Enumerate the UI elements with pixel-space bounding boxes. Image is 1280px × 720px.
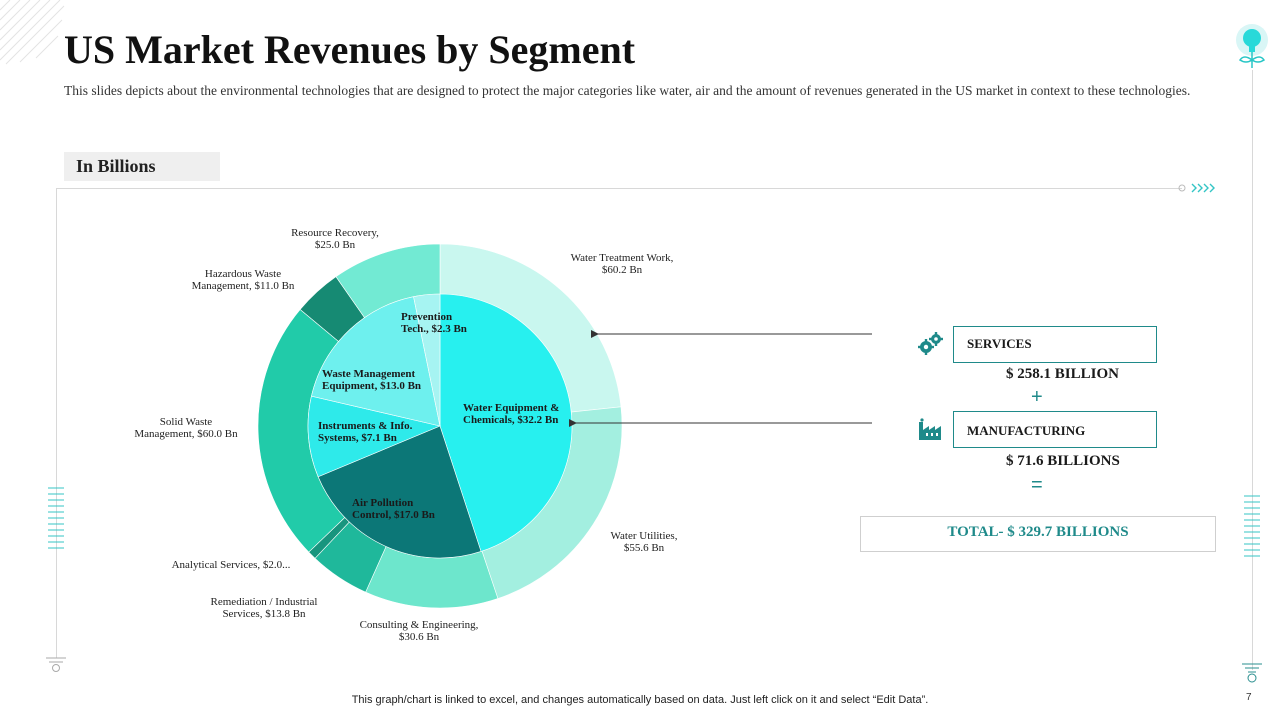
page-number: 7: [1246, 692, 1252, 703]
chart-left-rule: [56, 188, 57, 658]
corner-pattern-decoration: [0, 0, 65, 65]
factory-icon: [919, 418, 941, 440]
label-line: Prevention: [401, 311, 453, 323]
label-line: $30.6 Bn: [398, 631, 440, 643]
inner-label-instruments: Instruments & Info. Systems, $7.1 Bn: [318, 420, 412, 444]
plus-sign: +: [1031, 386, 1043, 408]
label-line: Management, $11.0 Bn: [191, 280, 295, 292]
label-line: Services, $13.8 Bn: [222, 608, 306, 620]
label-line: Instruments & Info.: [318, 420, 413, 432]
label-line: Tech., $2.3 Bn: [401, 323, 467, 335]
label-line: Equipment, $13.0 Bn: [322, 380, 422, 392]
inner-label-waste-management-equipment: Waste Management Equipment, $13.0 Bn: [322, 368, 421, 392]
label-line: Hazardous Waste: [204, 268, 282, 280]
label-line: Waste Management: [322, 368, 416, 380]
label-line: Resource Recovery,: [291, 227, 379, 239]
outer-label-resource-recovery: Resource Recovery, $25.0 Bn: [276, 227, 394, 251]
right-ruler-decoration: [1244, 495, 1260, 557]
label-line: Consulting & Engineering,: [359, 619, 479, 631]
label-line: Solid Waste: [159, 416, 213, 428]
label-line: Management, $60.0 Bn: [134, 428, 238, 440]
services-card: [953, 326, 1157, 363]
outer-label-hazardous-waste: Hazardous Waste Management, $11.0 Bn: [176, 268, 310, 292]
page-subtitle: This slides depicts about the environmen…: [64, 83, 1191, 98]
label-line: Water Treatment Work,: [570, 252, 674, 264]
footer-note: This graph/chart is linked to excel, and…: [351, 694, 929, 706]
manufacturing-label: MANUFACTURING: [967, 423, 1086, 438]
label-line: Water Equipment &: [463, 402, 560, 414]
page-title: US Market Revenues by Segment: [64, 27, 636, 72]
label-line: Analytical Services, $2.0...: [171, 559, 291, 571]
inner-pie-slice-0: [439, 293, 573, 552]
outer-label-analytical: Analytical Services, $2.0...: [160, 559, 302, 571]
right-ground-decoration: [1242, 663, 1262, 683]
chart-top-rule: [56, 188, 1182, 189]
total-box: [860, 516, 1216, 552]
label-line: $60.2 Bn: [601, 264, 643, 276]
label-line: Remediation / Industrial: [210, 596, 318, 608]
outer-label-consulting: Consulting & Engineering, $30.6 Bn: [344, 619, 494, 643]
inner-pie-slice-3: [311, 296, 441, 427]
equals-sign: =: [1031, 474, 1043, 496]
inner-label-water-equipment: Water Equipment & Chemicals, $32.2 Bn: [463, 402, 559, 426]
manufacturing-amount: $ 71.6 BILLIONS: [1006, 453, 1120, 469]
inner-pie-slice-1: [317, 425, 482, 559]
label-line: $55.6 Bn: [623, 542, 665, 554]
chevrons-decoration: [1178, 183, 1215, 193]
connector-arrows: [569, 330, 872, 427]
label-line: Water Utilities,: [610, 530, 678, 542]
gears-icon: [918, 332, 943, 355]
right-vertical-rule: [1252, 70, 1253, 670]
sunburst-chart: [257, 243, 623, 609]
total-text: TOTAL- $ 329.7 BILLIONS: [947, 524, 1129, 540]
services-amount: $ 258.1 BILLION: [1006, 366, 1119, 382]
inner-pie-slice-4: [413, 293, 441, 427]
services-label: SERVICES: [967, 336, 1032, 351]
manufacturing-card: [953, 411, 1157, 448]
inner-pie-slice-2: [307, 395, 441, 478]
inner-label-air-pollution: Air Pollution Control, $17.0 Bn: [352, 497, 435, 521]
inner-label-prevention-tech: Prevention Tech., $2.3 Bn: [401, 311, 467, 335]
outer-label-remediation: Remediation / Industrial Services, $13.8…: [194, 596, 334, 620]
left-ground-decoration: [46, 657, 66, 672]
lightbulb-plant-icon: [1236, 24, 1268, 68]
outer-label-water-treatment: Water Treatment Work, $60.2 Bn: [560, 252, 684, 276]
label-line: Air Pollution: [352, 497, 414, 509]
label-line: Systems, $7.1 Bn: [318, 432, 397, 444]
label-line: Chemicals, $32.2 Bn: [463, 414, 559, 426]
left-ruler-decoration: [48, 487, 64, 549]
label-line: $25.0 Bn: [314, 239, 356, 251]
outer-label-water-utilities: Water Utilities, $55.6 Bn: [596, 530, 692, 554]
unit-label: In Billions: [76, 156, 156, 176]
outer-label-solid-waste: Solid Waste Management, $60.0 Bn: [120, 416, 252, 440]
label-line: Control, $17.0 Bn: [352, 509, 435, 521]
unit-label-box: [64, 152, 220, 181]
